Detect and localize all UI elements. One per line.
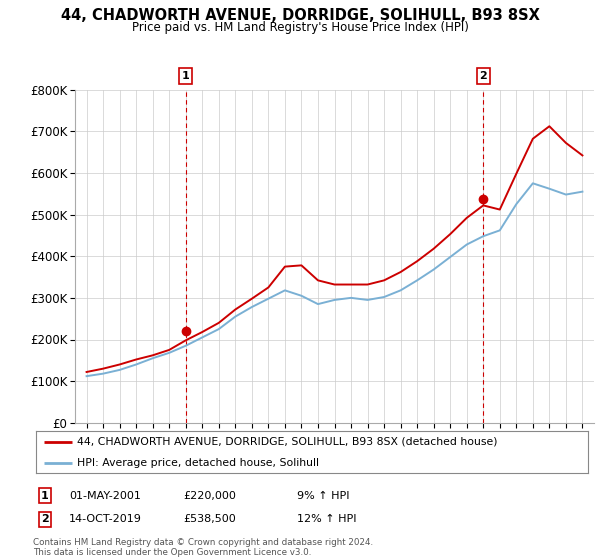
Text: 44, CHADWORTH AVENUE, DORRIDGE, SOLIHULL, B93 8SX: 44, CHADWORTH AVENUE, DORRIDGE, SOLIHULL…	[61, 8, 539, 24]
Text: Price paid vs. HM Land Registry's House Price Index (HPI): Price paid vs. HM Land Registry's House …	[131, 21, 469, 34]
Text: 1: 1	[182, 71, 190, 81]
Text: HPI: Average price, detached house, Solihull: HPI: Average price, detached house, Soli…	[77, 458, 319, 468]
Text: 44, CHADWORTH AVENUE, DORRIDGE, SOLIHULL, B93 8SX (detached house): 44, CHADWORTH AVENUE, DORRIDGE, SOLIHULL…	[77, 437, 498, 447]
Text: £538,500: £538,500	[183, 514, 236, 524]
Text: 2: 2	[479, 71, 487, 81]
Text: £220,000: £220,000	[183, 491, 236, 501]
Text: 14-OCT-2019: 14-OCT-2019	[69, 514, 142, 524]
Text: 12% ↑ HPI: 12% ↑ HPI	[297, 514, 356, 524]
Text: Contains HM Land Registry data © Crown copyright and database right 2024.
This d: Contains HM Land Registry data © Crown c…	[33, 538, 373, 557]
Text: 2: 2	[41, 514, 49, 524]
Text: 01-MAY-2001: 01-MAY-2001	[69, 491, 141, 501]
Text: 9% ↑ HPI: 9% ↑ HPI	[297, 491, 349, 501]
Text: 1: 1	[41, 491, 49, 501]
